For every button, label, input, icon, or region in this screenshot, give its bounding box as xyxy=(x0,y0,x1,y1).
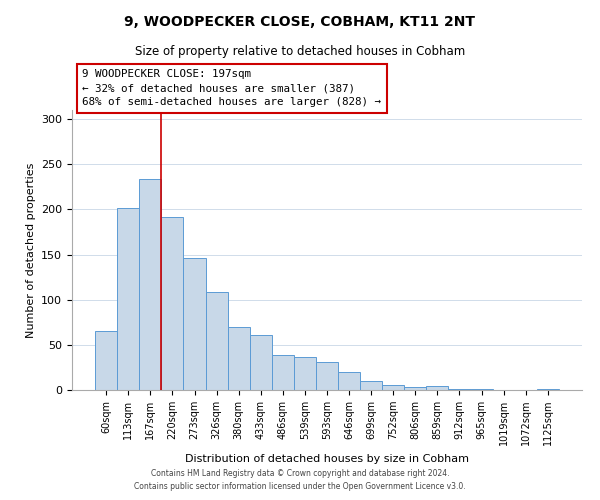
Bar xyxy=(338,372,360,390)
Bar xyxy=(360,381,382,390)
Bar xyxy=(117,208,139,390)
Text: 9 WOODPECKER CLOSE: 197sqm
← 32% of detached houses are smaller (387)
68% of sem: 9 WOODPECKER CLOSE: 197sqm ← 32% of deta… xyxy=(82,69,381,107)
Bar xyxy=(227,327,250,390)
Bar xyxy=(250,335,272,390)
Bar xyxy=(382,386,404,390)
Bar xyxy=(139,178,161,390)
Text: 9, WOODPECKER CLOSE, COBHAM, KT11 2NT: 9, WOODPECKER CLOSE, COBHAM, KT11 2NT xyxy=(125,15,476,29)
Bar xyxy=(272,355,294,390)
Text: Size of property relative to detached houses in Cobham: Size of property relative to detached ho… xyxy=(135,45,465,58)
Bar xyxy=(206,292,227,390)
Bar xyxy=(448,389,470,390)
Bar xyxy=(316,362,338,390)
Y-axis label: Number of detached properties: Number of detached properties xyxy=(26,162,35,338)
Bar xyxy=(161,218,184,390)
Bar xyxy=(427,386,448,390)
Bar xyxy=(95,332,117,390)
Bar xyxy=(404,388,427,390)
Bar xyxy=(184,258,206,390)
Text: Contains HM Land Registry data © Crown copyright and database right 2024.: Contains HM Land Registry data © Crown c… xyxy=(151,468,449,477)
X-axis label: Distribution of detached houses by size in Cobham: Distribution of detached houses by size … xyxy=(185,454,469,464)
Bar xyxy=(470,389,493,390)
Bar xyxy=(294,356,316,390)
Bar xyxy=(537,389,559,390)
Text: Contains public sector information licensed under the Open Government Licence v3: Contains public sector information licen… xyxy=(134,482,466,491)
